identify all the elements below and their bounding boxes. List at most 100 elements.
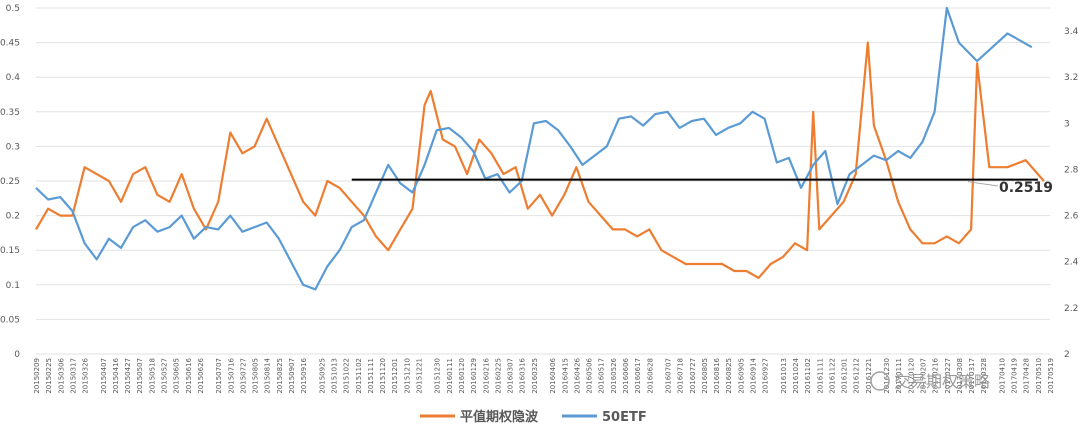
x-tick-label: 20151120 <box>379 358 387 394</box>
x-tick-label: 20170410 <box>998 358 1006 394</box>
y2-tick-label: 3.2 <box>1064 73 1078 83</box>
x-tick-label: 20170328 <box>980 358 988 394</box>
x-tick-label: 20160805 <box>701 358 709 394</box>
x-tick-label: 20160526 <box>610 357 618 393</box>
x-tick-label: 20161212 <box>853 358 861 394</box>
x-tick-label: 20160816 <box>713 357 721 393</box>
x-tick-label: 20150925 <box>318 358 326 394</box>
x-tick-label: 20151102 <box>355 358 363 394</box>
x-tick-label: 20150916 <box>300 357 308 393</box>
x-tick-label: 20170317 <box>968 358 976 394</box>
x-tick-label: 20160406 <box>549 357 557 393</box>
x-tick-label: 20160225 <box>494 358 502 394</box>
x-tick-label: 20170308 <box>956 358 964 394</box>
y-tick-label: 0.4 <box>6 73 21 83</box>
x-tick-label: 20150727 <box>239 358 247 394</box>
y-tick-label: 0.05 <box>0 315 20 325</box>
x-tick-label: 20151221 <box>416 358 424 394</box>
x-tick-label: 20151230 <box>434 358 442 394</box>
y2-tick-label: 2 <box>1064 350 1070 360</box>
x-tick-label: 20160307 <box>507 358 515 394</box>
watermark-text: 交易期权策略 <box>894 372 990 391</box>
x-tick-label: 20150306 <box>57 357 65 393</box>
y-tick-label: 0.35 <box>0 108 20 118</box>
y-tick-label: 0.25 <box>0 177 20 187</box>
x-tick-label: 20161221 <box>865 358 873 394</box>
wechat-icon <box>870 371 890 391</box>
x-tick-label: 20150507 <box>136 358 144 394</box>
x-tick-label: 20170419 <box>1011 358 1019 394</box>
x-tick-label: 20150317 <box>69 358 77 394</box>
y-tick-label: 0.3 <box>6 142 20 152</box>
x-tick-label: 20160415 <box>561 358 569 394</box>
series-line-0 <box>35 41 1045 279</box>
x-tick-label: 20161201 <box>841 358 849 394</box>
x-tick-label: 20170519 <box>1047 358 1055 394</box>
x-tick-label: 20170120 <box>907 358 915 394</box>
x-tick-label: 20150407 <box>100 358 108 394</box>
x-tick-label: 20150626 <box>197 357 205 393</box>
x-tick-label: 20160426 <box>573 357 581 393</box>
x-tick-label: 20160129 <box>470 358 478 394</box>
x-tick-label: 20150707 <box>215 358 223 394</box>
x-tick-label: 20170227 <box>944 358 952 394</box>
reference-line-group: 0.2519 <box>351 178 1053 196</box>
x-tick-label: 20151013 <box>331 358 339 394</box>
x-tick-label: 20170510 <box>1035 358 1043 394</box>
x-tick-label: 20151210 <box>403 358 411 394</box>
x-tick-label: 20150518 <box>148 358 156 394</box>
watermark: 交易期权策略 <box>870 371 990 391</box>
y2-tick-label: 2.6 <box>1064 212 1079 222</box>
x-tick-label: 20160707 <box>664 358 672 394</box>
grid <box>36 7 1050 355</box>
x-tick-label: 20170428 <box>1023 358 1031 394</box>
x-tick-label: 20150616 <box>185 357 193 393</box>
y-tick-label: 0.5 <box>6 4 20 14</box>
legend-label-series-1: 50ETF <box>602 410 647 425</box>
x-tick-label: 20150209 <box>33 358 41 394</box>
y-tick-label: 0.45 <box>0 39 20 49</box>
x-tick-label: 20150427 <box>124 358 132 394</box>
legend: 平值期权隐波 50ETF <box>420 409 647 425</box>
x-tick-label: 20160628 <box>646 358 654 394</box>
x-tick-label: 20170111 <box>895 358 903 394</box>
y-tick-label: 0.2 <box>6 212 20 222</box>
x-tick-label: 20160517 <box>598 358 606 394</box>
x-tick-label: 20150605 <box>173 358 181 394</box>
y2-tick-label: 3.4 <box>1064 27 1079 37</box>
y-tick-label: 0.15 <box>0 246 20 256</box>
x-tick-label: 20150805 <box>252 358 260 394</box>
y2-tick-label: 2.2 <box>1064 304 1078 314</box>
x-tick-label: 20161013 <box>780 358 788 394</box>
x-tick-label: 20151201 <box>391 358 399 394</box>
y-axis-left: 0 0.05 0.1 0.15 0.2 0.25 0.3 0.35 0.4 0.45 0.5 <box>0 4 20 360</box>
x-tick-label: 20170207 <box>919 358 927 394</box>
x-tick-label: 20160927 <box>762 358 770 394</box>
x-tick-label: 20150814 <box>264 357 272 393</box>
x-tick-label: 20160216 <box>482 357 490 393</box>
series-line-1 <box>35 6 1033 291</box>
annotation-leader <box>967 181 999 187</box>
x-tick-label: 20161102 <box>804 358 812 394</box>
annotation-label: 0.2519 <box>999 180 1053 196</box>
series-group <box>35 6 1045 291</box>
y2-tick-label: 2.8 <box>1064 165 1079 175</box>
y2-tick-label: 3 <box>1064 119 1070 129</box>
y-tick-label: 0 <box>14 350 20 360</box>
x-tick-label: 20160617 <box>634 358 642 394</box>
legend-label-series-0: 平值期权隐波 <box>460 409 539 425</box>
x-tick-label: 20160825 <box>725 358 733 394</box>
x-tick-label: 20161111 <box>816 358 824 394</box>
x-tick-label: 20160905 <box>737 358 745 394</box>
x-tick-label: 20150907 <box>288 358 296 394</box>
x-tick-label: 20150416 <box>112 357 120 393</box>
x-tick-label: 20170216 <box>932 357 940 393</box>
x-tick-label: 20160914 <box>749 357 757 393</box>
x-tick-label: 20150326 <box>82 357 90 393</box>
x-tick-label: 20150527 <box>161 358 169 394</box>
x-tick-label: 20160325 <box>531 358 539 394</box>
x-tick-label: 20150716 <box>227 357 235 393</box>
x-tick-label: 20161122 <box>828 358 836 394</box>
